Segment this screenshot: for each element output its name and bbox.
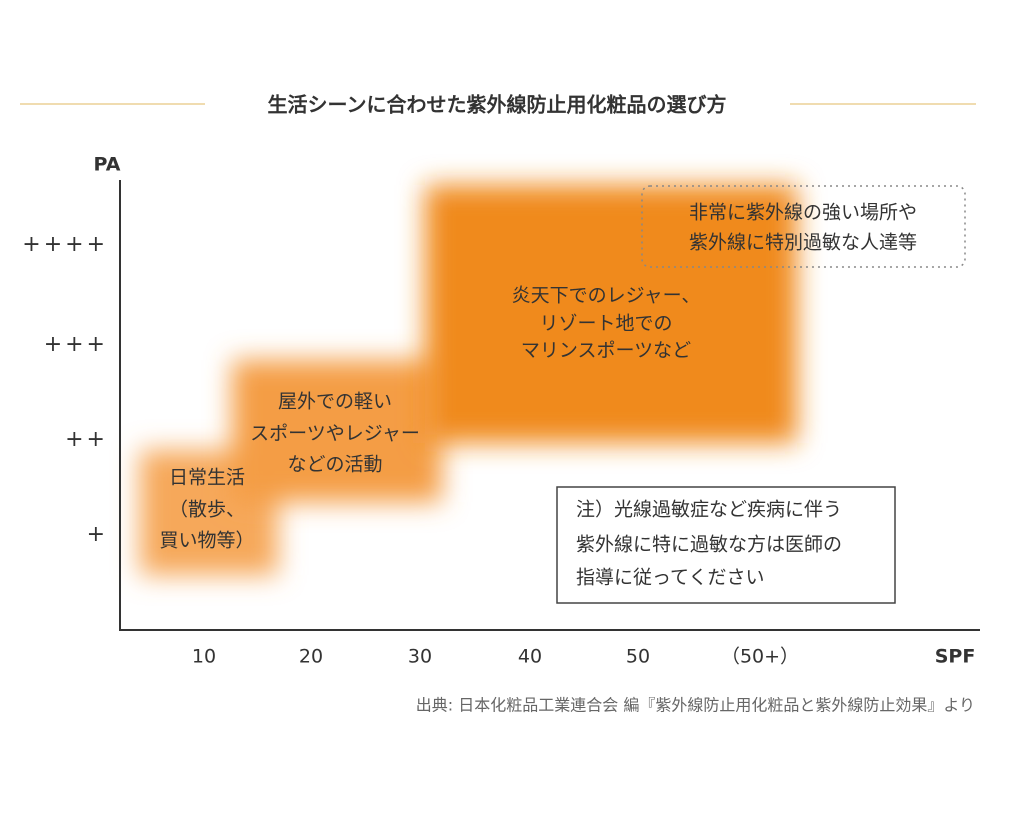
- region-label: マリンスポーツなど: [521, 340, 691, 362]
- callout-text: 非常に紫外線の強い場所や: [689, 202, 917, 224]
- callout-text: 紫外線に特別過敏な人達等: [689, 232, 917, 254]
- region-outdoor: [232, 360, 442, 502]
- y-axis-label: PA: [94, 154, 121, 176]
- region-label: 炎天下でのレジャー、: [512, 285, 701, 307]
- note-text: 注）光線過敏症など疾病に伴う: [576, 499, 842, 521]
- note-box: [556, 486, 896, 604]
- y-tick-label: +++: [44, 332, 108, 357]
- y-tick-label: ++++: [22, 232, 108, 257]
- x-tick-label: 50: [626, 646, 650, 668]
- x-tick-label: 10: [192, 646, 216, 668]
- region-intense: [425, 185, 797, 443]
- region-label: （散歩、: [169, 499, 245, 521]
- region-label: 買い物等）: [159, 530, 254, 552]
- y-tick-label: +: [87, 522, 108, 547]
- region-label: などの活動: [287, 454, 382, 476]
- x-tick-label: （50+）: [721, 646, 799, 668]
- x-tick-label: 40: [518, 646, 542, 668]
- note-text: 紫外線に特に過敏な方は医師の: [576, 534, 842, 556]
- y-tick-label: ++: [65, 427, 108, 452]
- note-text: 指導に従ってください: [576, 567, 764, 589]
- region-label: スポーツやレジャー: [250, 423, 420, 445]
- region-label: 日常生活: [169, 467, 245, 489]
- x-tick-label: 20: [299, 646, 323, 668]
- region-label: 屋外での軽い: [278, 391, 392, 413]
- region-label: リゾート地での: [539, 313, 672, 335]
- x-axis-label: SPF: [935, 646, 976, 668]
- title: 生活シーンに合わせた紫外線防止用化粧品の選び方: [268, 93, 727, 117]
- x-tick-label: 30: [408, 646, 432, 668]
- source: 出典: 日本化粧品工業連合会 編『紫外線防止用化粧品と紫外線防止効果』より: [416, 696, 975, 715]
